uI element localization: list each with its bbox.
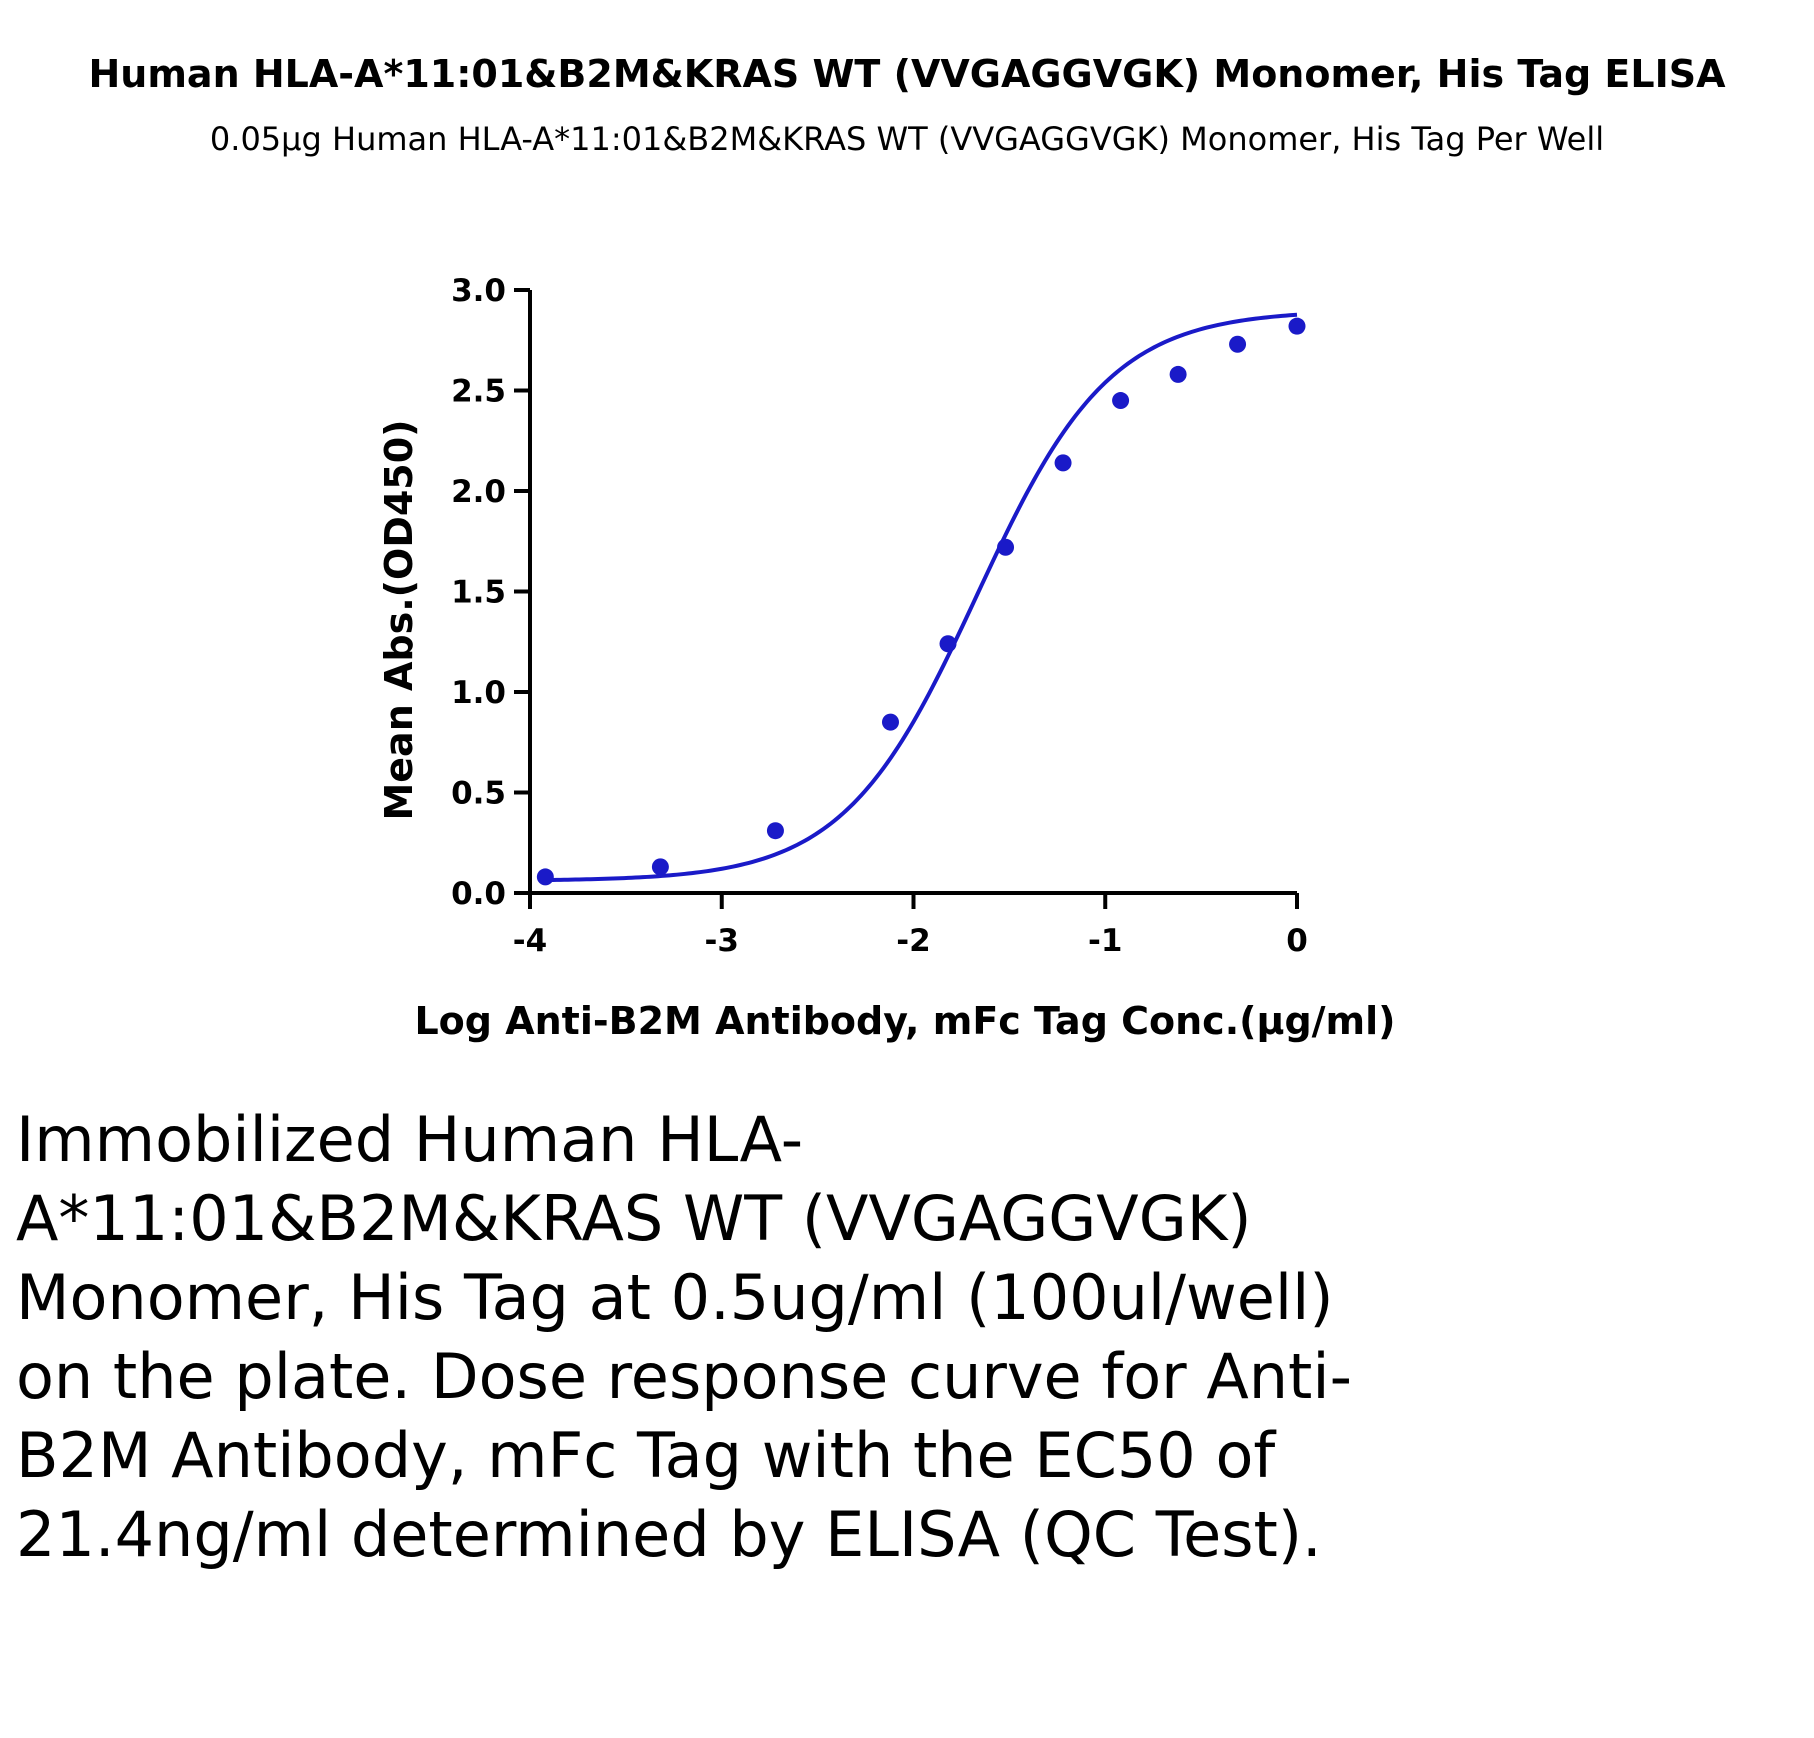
data-point — [1229, 335, 1247, 353]
chart-title: Human HLA-A*11:01&B2M&KRAS WT (VVGAGGVGK… — [88, 52, 1726, 96]
x-tick-label: 0 — [1286, 923, 1308, 959]
y-tick-label: 0.0 — [451, 876, 506, 912]
data-point — [997, 538, 1015, 556]
y-tick-label: 2.0 — [451, 474, 506, 510]
data-point — [881, 713, 899, 731]
chart-subtitle: 0.05μg Human HLA-A*11:01&B2M&KRAS WT (VV… — [209, 120, 1605, 158]
data-point — [1169, 365, 1187, 383]
data-point — [651, 858, 669, 876]
data-point — [939, 635, 957, 653]
data-points — [536, 317, 1306, 886]
y-tick-label: 1.5 — [451, 575, 506, 611]
data-point — [1112, 392, 1130, 410]
data-point — [766, 822, 784, 840]
y-axis: 0.0 0.5 1.0 1.5 2.0 2.5 3.0 — [451, 273, 532, 912]
data-point — [1054, 454, 1072, 472]
x-tick-label: -3 — [705, 923, 739, 959]
y-tick-label: 2.5 — [451, 374, 506, 410]
data-point — [536, 868, 554, 886]
y-tick-label: 1.0 — [451, 675, 506, 711]
y-axis-label: Mean Abs.(OD450) — [377, 419, 421, 820]
data-point — [1288, 317, 1306, 335]
x-tick-label: -2 — [896, 923, 930, 959]
x-tick-label: -1 — [1088, 923, 1122, 959]
x-axis: -4 -3 -2 -1 0 — [513, 891, 1308, 959]
elisa-chart: 0.0 0.5 1.0 1.5 2.0 2.5 3.0 -4 -3 -2 -1 0 Mean Abs… — [377, 273, 1396, 1043]
figure-caption: Immobilized Human HLA-A*11:01&B2M&KRAS W… — [16, 1103, 1352, 1571]
fit-curve — [545, 312, 1298, 883]
x-axis-label: Log Anti-B2M Antibody, mFc Tag Conc.(μg/… — [414, 999, 1395, 1043]
y-tick-label: 3.0 — [451, 273, 506, 309]
y-tick-label: 0.5 — [451, 776, 506, 812]
x-tick-label: -4 — [513, 923, 547, 959]
